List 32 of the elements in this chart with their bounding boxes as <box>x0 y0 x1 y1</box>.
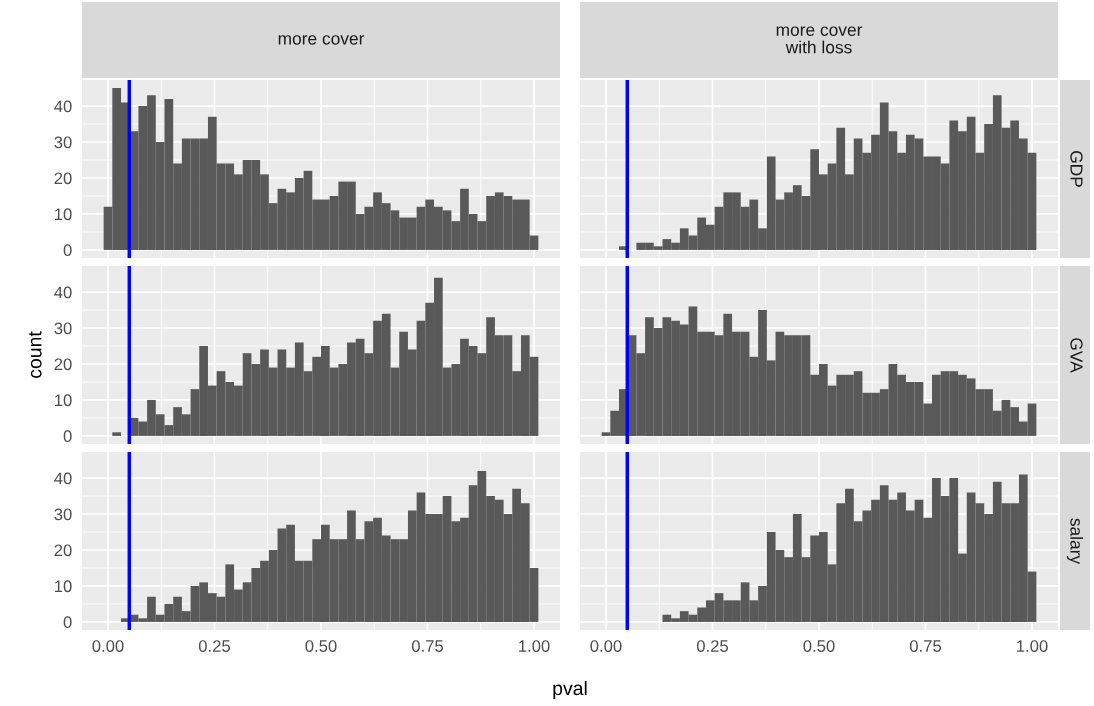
x-tick-label: 1.00 <box>1017 640 1048 652</box>
x-tick-label: 0.50 <box>803 640 835 652</box>
x-tick-label: 0.25 <box>696 640 729 652</box>
y-tick-label: 0 <box>63 616 72 629</box>
y-axis-title: count <box>28 331 42 378</box>
x-tick-label: 0.00 <box>590 640 622 652</box>
y-tick-label: 40 <box>54 286 72 299</box>
y-tick-label: 10 <box>55 394 72 407</box>
y-tick-label: 20 <box>54 172 72 185</box>
y2-axis-title: GVA <box>1070 338 1083 373</box>
y-tick-label: 30 <box>54 136 72 149</box>
y2-axis-title: salary <box>1066 518 1084 565</box>
chart-title: more cover with loss <box>776 26 863 54</box>
y-tick-label: 0 <box>63 244 72 257</box>
x-tick-label: 0.25 <box>198 640 231 652</box>
y-tick-label: 30 <box>54 322 72 335</box>
y-tick-label: 20 <box>54 544 72 557</box>
y-tick-label: 10 <box>55 580 72 593</box>
x-tick-label: 0.75 <box>909 640 942 652</box>
x-tick-label: 1.00 <box>519 640 550 652</box>
y-tick-label: 30 <box>54 508 72 521</box>
y-tick-label: 40 <box>54 472 72 485</box>
x-tick-label: 0.00 <box>92 640 124 652</box>
y-tick-label: 20 <box>54 358 72 371</box>
y-tick-label: 0 <box>63 430 72 443</box>
y-tick-label: 40 <box>54 100 72 113</box>
y2-axis-title: GDP <box>1070 151 1083 187</box>
chart-title: more cover <box>278 35 365 45</box>
x-tick-label: 0.75 <box>411 640 444 652</box>
x-axis-title: pval <box>553 680 587 700</box>
y-tick-label: 10 <box>55 208 72 221</box>
x-tick-label: 0.50 <box>305 640 337 652</box>
